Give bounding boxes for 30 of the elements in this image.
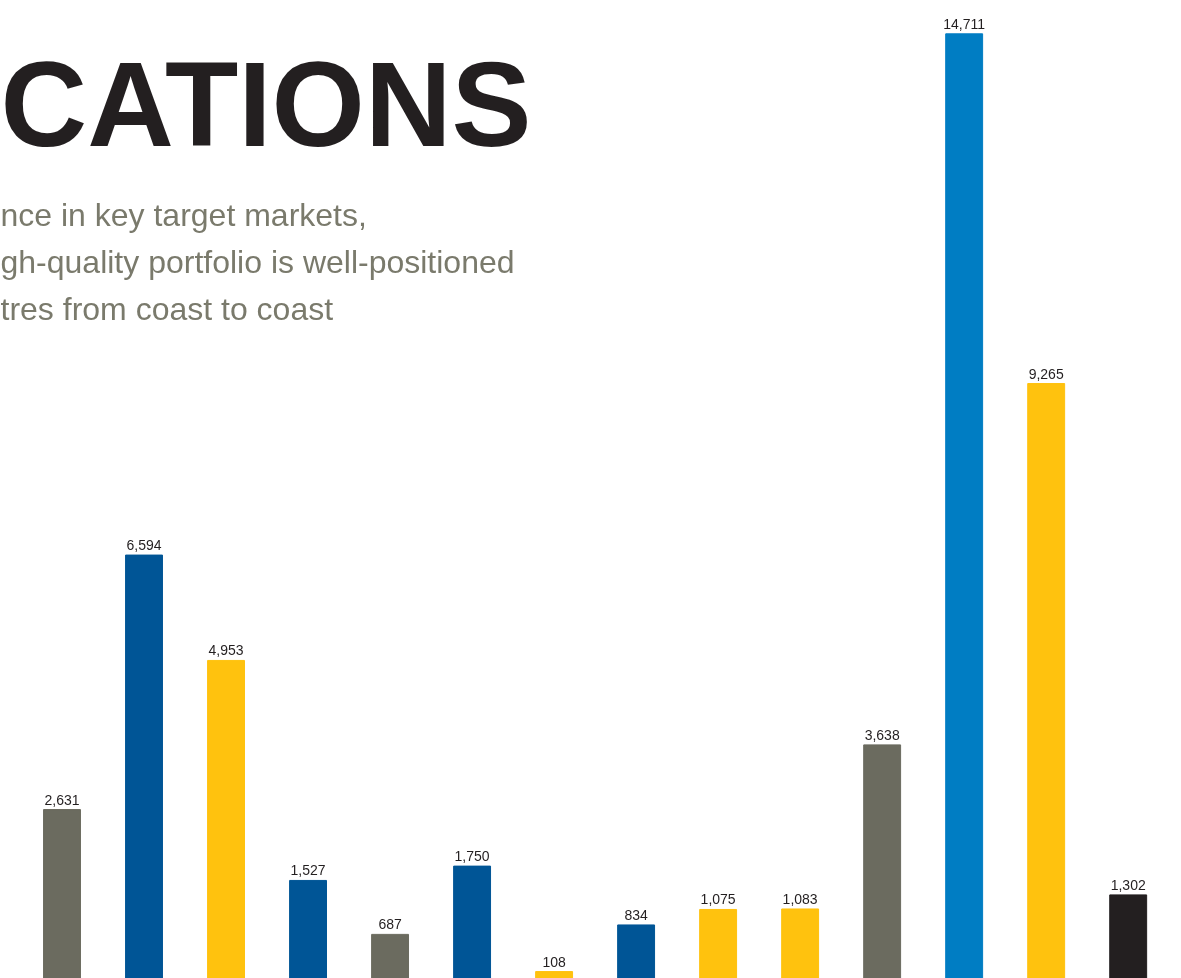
bar: [125, 554, 163, 978]
data-label: 108: [542, 953, 566, 970]
data-label: 687: [378, 916, 402, 933]
bar: [1109, 894, 1148, 978]
bar: [289, 879, 328, 978]
bar: [863, 744, 902, 978]
data-label: 9,265: [1028, 365, 1064, 382]
data-label: 1,750: [454, 848, 490, 865]
bar: [453, 865, 492, 978]
data-label: 1,075: [700, 891, 736, 908]
text: nce in key target markets, gh-quality portfolio is well-positioned tres from coast to coast: [0, 196, 515, 327]
bar: [945, 33, 984, 978]
data-label: 3,638: [864, 726, 900, 743]
data-label: 2,631: [44, 791, 80, 808]
data-label: 1,083: [782, 890, 818, 907]
bar: [699, 908, 738, 978]
bar: [781, 908, 820, 978]
bar: [371, 933, 410, 978]
bar: [535, 971, 574, 978]
data-label: 1,527: [290, 862, 326, 879]
bar: [207, 659, 245, 978]
data-label: 1,302: [1110, 876, 1146, 893]
bar: [617, 924, 656, 978]
data-label: 4,953: [208, 642, 244, 659]
data-label: 6,594: [126, 537, 162, 554]
bar: [43, 809, 81, 978]
chart-title: CATIONS: [0, 36, 532, 171]
data-label: 834: [624, 906, 648, 923]
data-label: 14,711: [943, 15, 986, 32]
bar: [1027, 383, 1066, 978]
